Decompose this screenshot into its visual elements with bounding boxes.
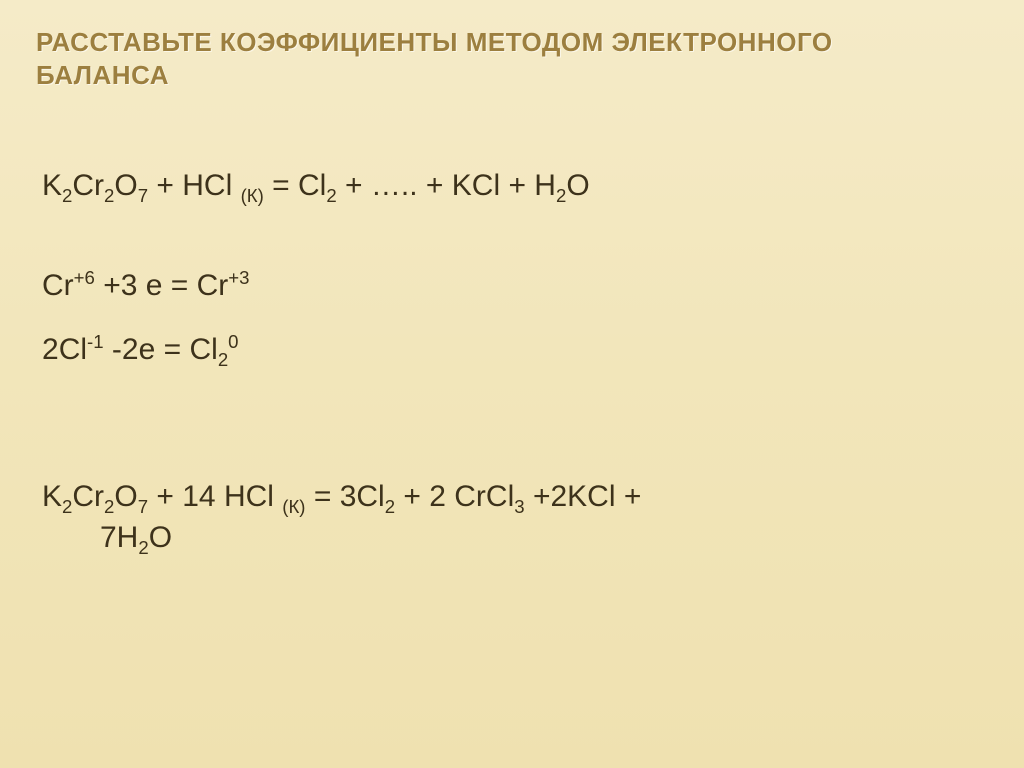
formula-part: O — [114, 169, 137, 202]
phase-label: (К) — [241, 185, 264, 206]
half-reaction-reduction: Cr+6 +3 e = Cr+3 — [42, 269, 988, 303]
formula-part: K — [42, 169, 62, 202]
subscript: 2 — [385, 496, 395, 517]
formula-part: KCl + H — [452, 169, 556, 202]
unbalanced-equation: K2Cr2O7 + HCl (К) = Cl2 + ….. + KCl + H2… — [42, 169, 988, 203]
formula-part: + 2 CrCl — [395, 480, 514, 513]
plus-blank: + ….. + — [337, 169, 452, 202]
subscript: 2 — [326, 185, 336, 206]
phase-label: (К) — [282, 496, 305, 517]
formula-part: Cr — [72, 480, 104, 513]
electron-transfer: +3 e = — [95, 269, 197, 302]
formula-part: Cr — [72, 169, 104, 202]
coefficient: 2 — [42, 333, 59, 366]
oxidation-state: +3 — [228, 267, 249, 288]
balanced-equation-line1: K2Cr2O7 + 14 HCl (К) = 3Cl2 + 2 CrCl3 +2… — [42, 477, 988, 518]
element: Cr — [42, 269, 74, 302]
balanced-equation-line2: 7H2O — [42, 518, 988, 559]
title-line-2: БАЛАНСА — [36, 59, 988, 92]
subscript: 7 — [138, 185, 148, 206]
element: Cl — [59, 333, 87, 366]
subscript: 2 — [104, 185, 114, 206]
formula-part: +2KCl + — [525, 480, 642, 513]
subscript: 2 — [218, 349, 228, 370]
formula-part: HCl — [182, 169, 240, 202]
formula-part: K — [42, 480, 62, 513]
formula-part: O — [566, 169, 589, 202]
oxidation-state: -1 — [87, 331, 104, 352]
formula-part: Cl — [298, 169, 326, 202]
slide-body: K2Cr2O7 + HCl (К) = Cl2 + ….. + KCl + H2… — [36, 169, 988, 558]
oxidation-state: 0 — [228, 331, 238, 352]
half-reaction-oxidation: 2Cl-1 -2e = Cl20 — [42, 333, 988, 367]
subscript: 2 — [104, 496, 114, 517]
slide-title: РАССТАВЬТЕ КОЭФФИЦИЕНТЫ МЕТОДОМ ЭЛЕКТРОН… — [36, 26, 988, 91]
formula-part: O — [114, 480, 137, 513]
subscript: 2 — [138, 537, 148, 558]
formula-part: = 3Cl — [306, 480, 385, 513]
subscript: 3 — [514, 496, 524, 517]
element: Cr — [197, 269, 229, 302]
formula-part: 7H — [100, 521, 138, 554]
subscript: 7 — [138, 496, 148, 517]
oxidation-state: +6 — [74, 267, 95, 288]
formula-part: + 14 HCl — [148, 480, 282, 513]
subscript: 2 — [62, 185, 72, 206]
subscript: 2 — [556, 185, 566, 206]
equals: = — [264, 169, 298, 202]
electron-transfer: -2e = — [104, 333, 190, 366]
subscript: 2 — [62, 496, 72, 517]
title-line-1: РАССТАВЬТЕ КОЭФФИЦИЕНТЫ МЕТОДОМ ЭЛЕКТРОН… — [36, 26, 988, 59]
element: Cl — [189, 333, 217, 366]
plus: + — [148, 169, 182, 202]
formula-part: O — [149, 521, 172, 554]
